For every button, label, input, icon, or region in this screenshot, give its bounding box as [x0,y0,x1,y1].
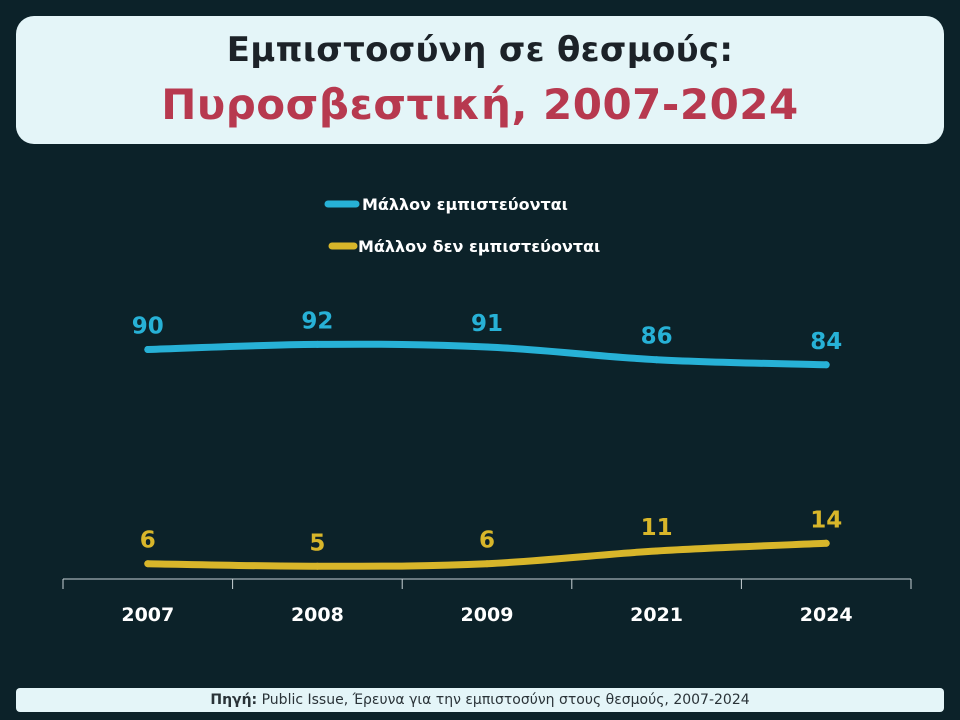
data-label-2: 14 [810,507,842,533]
legend-label-2: Μάλλον δεν εμπιστεύονται [358,237,600,256]
data-label-2: 5 [309,530,325,556]
data-point-2 [313,562,321,570]
line-chart: Μάλλον εμπιστεύονται Μάλλον δεν εμπιστεύο… [62,195,912,626]
data-point-2 [653,547,661,555]
x-tick-label: 2024 [800,604,853,626]
data-point-1 [313,340,321,348]
data-point-1 [653,356,661,364]
data-point-2 [144,560,152,568]
title-panel: Εμπιστοσύνη σε θεσμούς: Πυροσβεστική, 20… [16,16,944,144]
data-label-1: 84 [810,329,842,355]
data-label-1: 90 [132,314,164,340]
source-footer: Πηγή: Public Issue, Έρευνα για την εμπισ… [16,688,944,712]
data-label-2: 6 [140,528,156,554]
data-label-1: 86 [641,324,673,350]
source-text: Public Issue, Έρευνα για την εμπιστοσύνη… [261,692,750,708]
x-tick-label: 2008 [291,604,344,626]
data-label-1: 91 [471,311,503,337]
x-tick-label: 2007 [121,604,174,626]
data-point-2 [483,560,491,568]
legend-label-1: Μάλλον εμπιστεύονται [362,195,568,214]
data-label-2: 6 [479,528,495,554]
data-point-1 [483,343,491,351]
source-label: Πηγή: [210,692,258,708]
data-label-1: 92 [301,308,333,334]
data-point-1 [144,346,152,353]
data-point-2 [822,539,830,547]
x-tick-label: 2021 [630,604,683,626]
data-label-2: 11 [641,515,673,541]
x-tick-label: 2009 [461,604,514,626]
data-point-1 [822,361,830,369]
page-title: Εμπιστοσύνη σε θεσμούς: [226,30,734,70]
page-subtitle: Πυροσβεστική, 2007-2024 [161,80,799,129]
